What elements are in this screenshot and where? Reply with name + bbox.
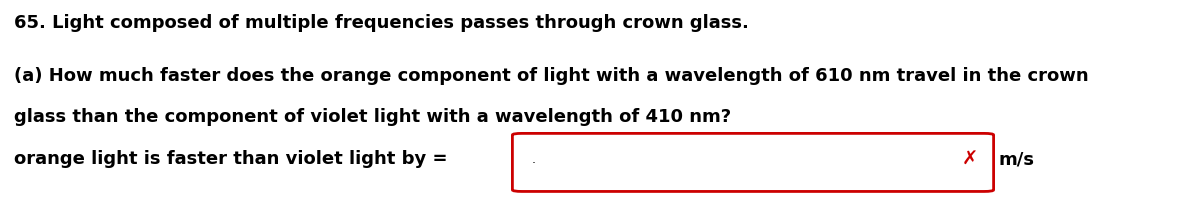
Text: glass than the component of violet light with a wavelength of 410 nm?: glass than the component of violet light… (14, 107, 732, 125)
Text: (a) How much faster does the orange component of light with a wavelength of 610 : (a) How much faster does the orange comp… (14, 67, 1090, 85)
Text: m/s: m/s (998, 150, 1034, 167)
Text: 65. Light composed of multiple frequencies passes through crown glass.: 65. Light composed of multiple frequenci… (14, 14, 749, 32)
FancyBboxPatch shape (512, 134, 994, 191)
Text: ✗: ✗ (961, 149, 978, 168)
Text: .: . (532, 152, 535, 165)
Text: orange light is faster than violet light by =: orange light is faster than violet light… (14, 150, 448, 167)
